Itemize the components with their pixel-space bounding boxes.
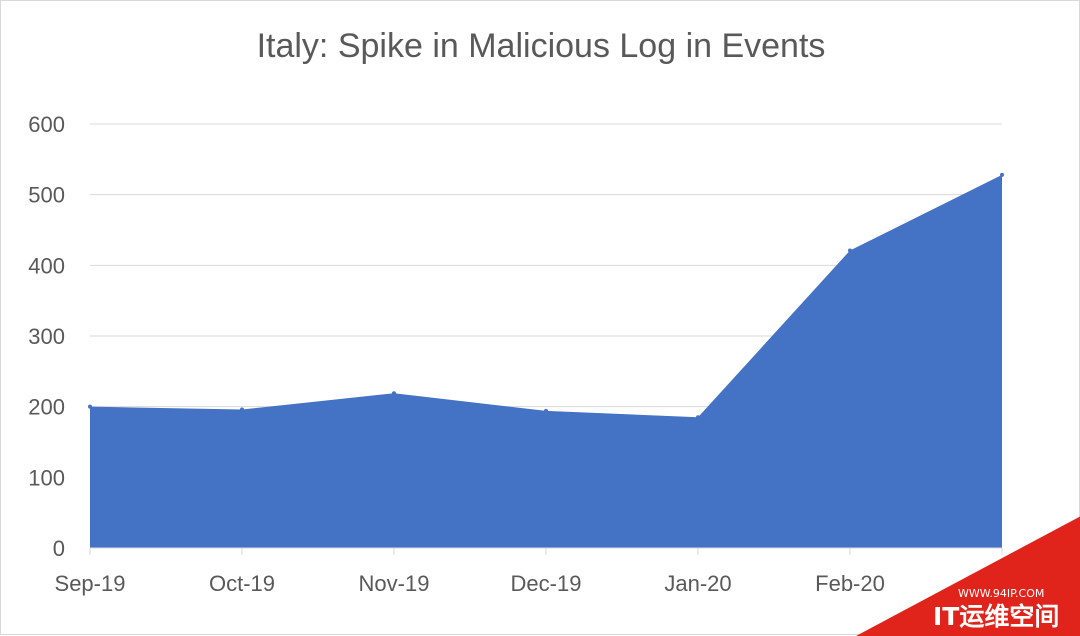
data-point xyxy=(696,415,700,420)
chart-title: Italy: Spike in Malicious Log in Events xyxy=(256,27,826,65)
watermark-banner xyxy=(856,516,1080,636)
watermark-url: WWW.94IP.COM xyxy=(958,587,1044,600)
watermark-brand: IT运维空间 xyxy=(933,602,1059,631)
y-tick-label: 500 xyxy=(28,183,65,208)
x-tick-label: Feb-20 xyxy=(815,571,885,596)
data-point xyxy=(88,404,92,409)
y-tick-label: 100 xyxy=(28,465,65,490)
x-tick-label: Oct-19 xyxy=(209,571,275,596)
data-point xyxy=(848,248,852,253)
y-tick-label: 400 xyxy=(28,253,65,278)
y-tick-label: 0 xyxy=(53,536,65,561)
y-tick-label: 200 xyxy=(28,395,65,420)
area-series xyxy=(90,174,1002,548)
data-point xyxy=(1000,172,1004,177)
x-tick-label: Jan-20 xyxy=(664,571,731,596)
data-point xyxy=(544,408,548,413)
x-tick-label: Nov-19 xyxy=(359,571,430,596)
x-tick-label: Dec-19 xyxy=(511,571,582,596)
data-point xyxy=(392,391,396,396)
y-tick-label: 600 xyxy=(28,112,65,137)
data-point xyxy=(240,407,244,412)
x-tick-label: Sep-19 xyxy=(55,571,126,596)
y-tick-label: 300 xyxy=(28,324,65,349)
